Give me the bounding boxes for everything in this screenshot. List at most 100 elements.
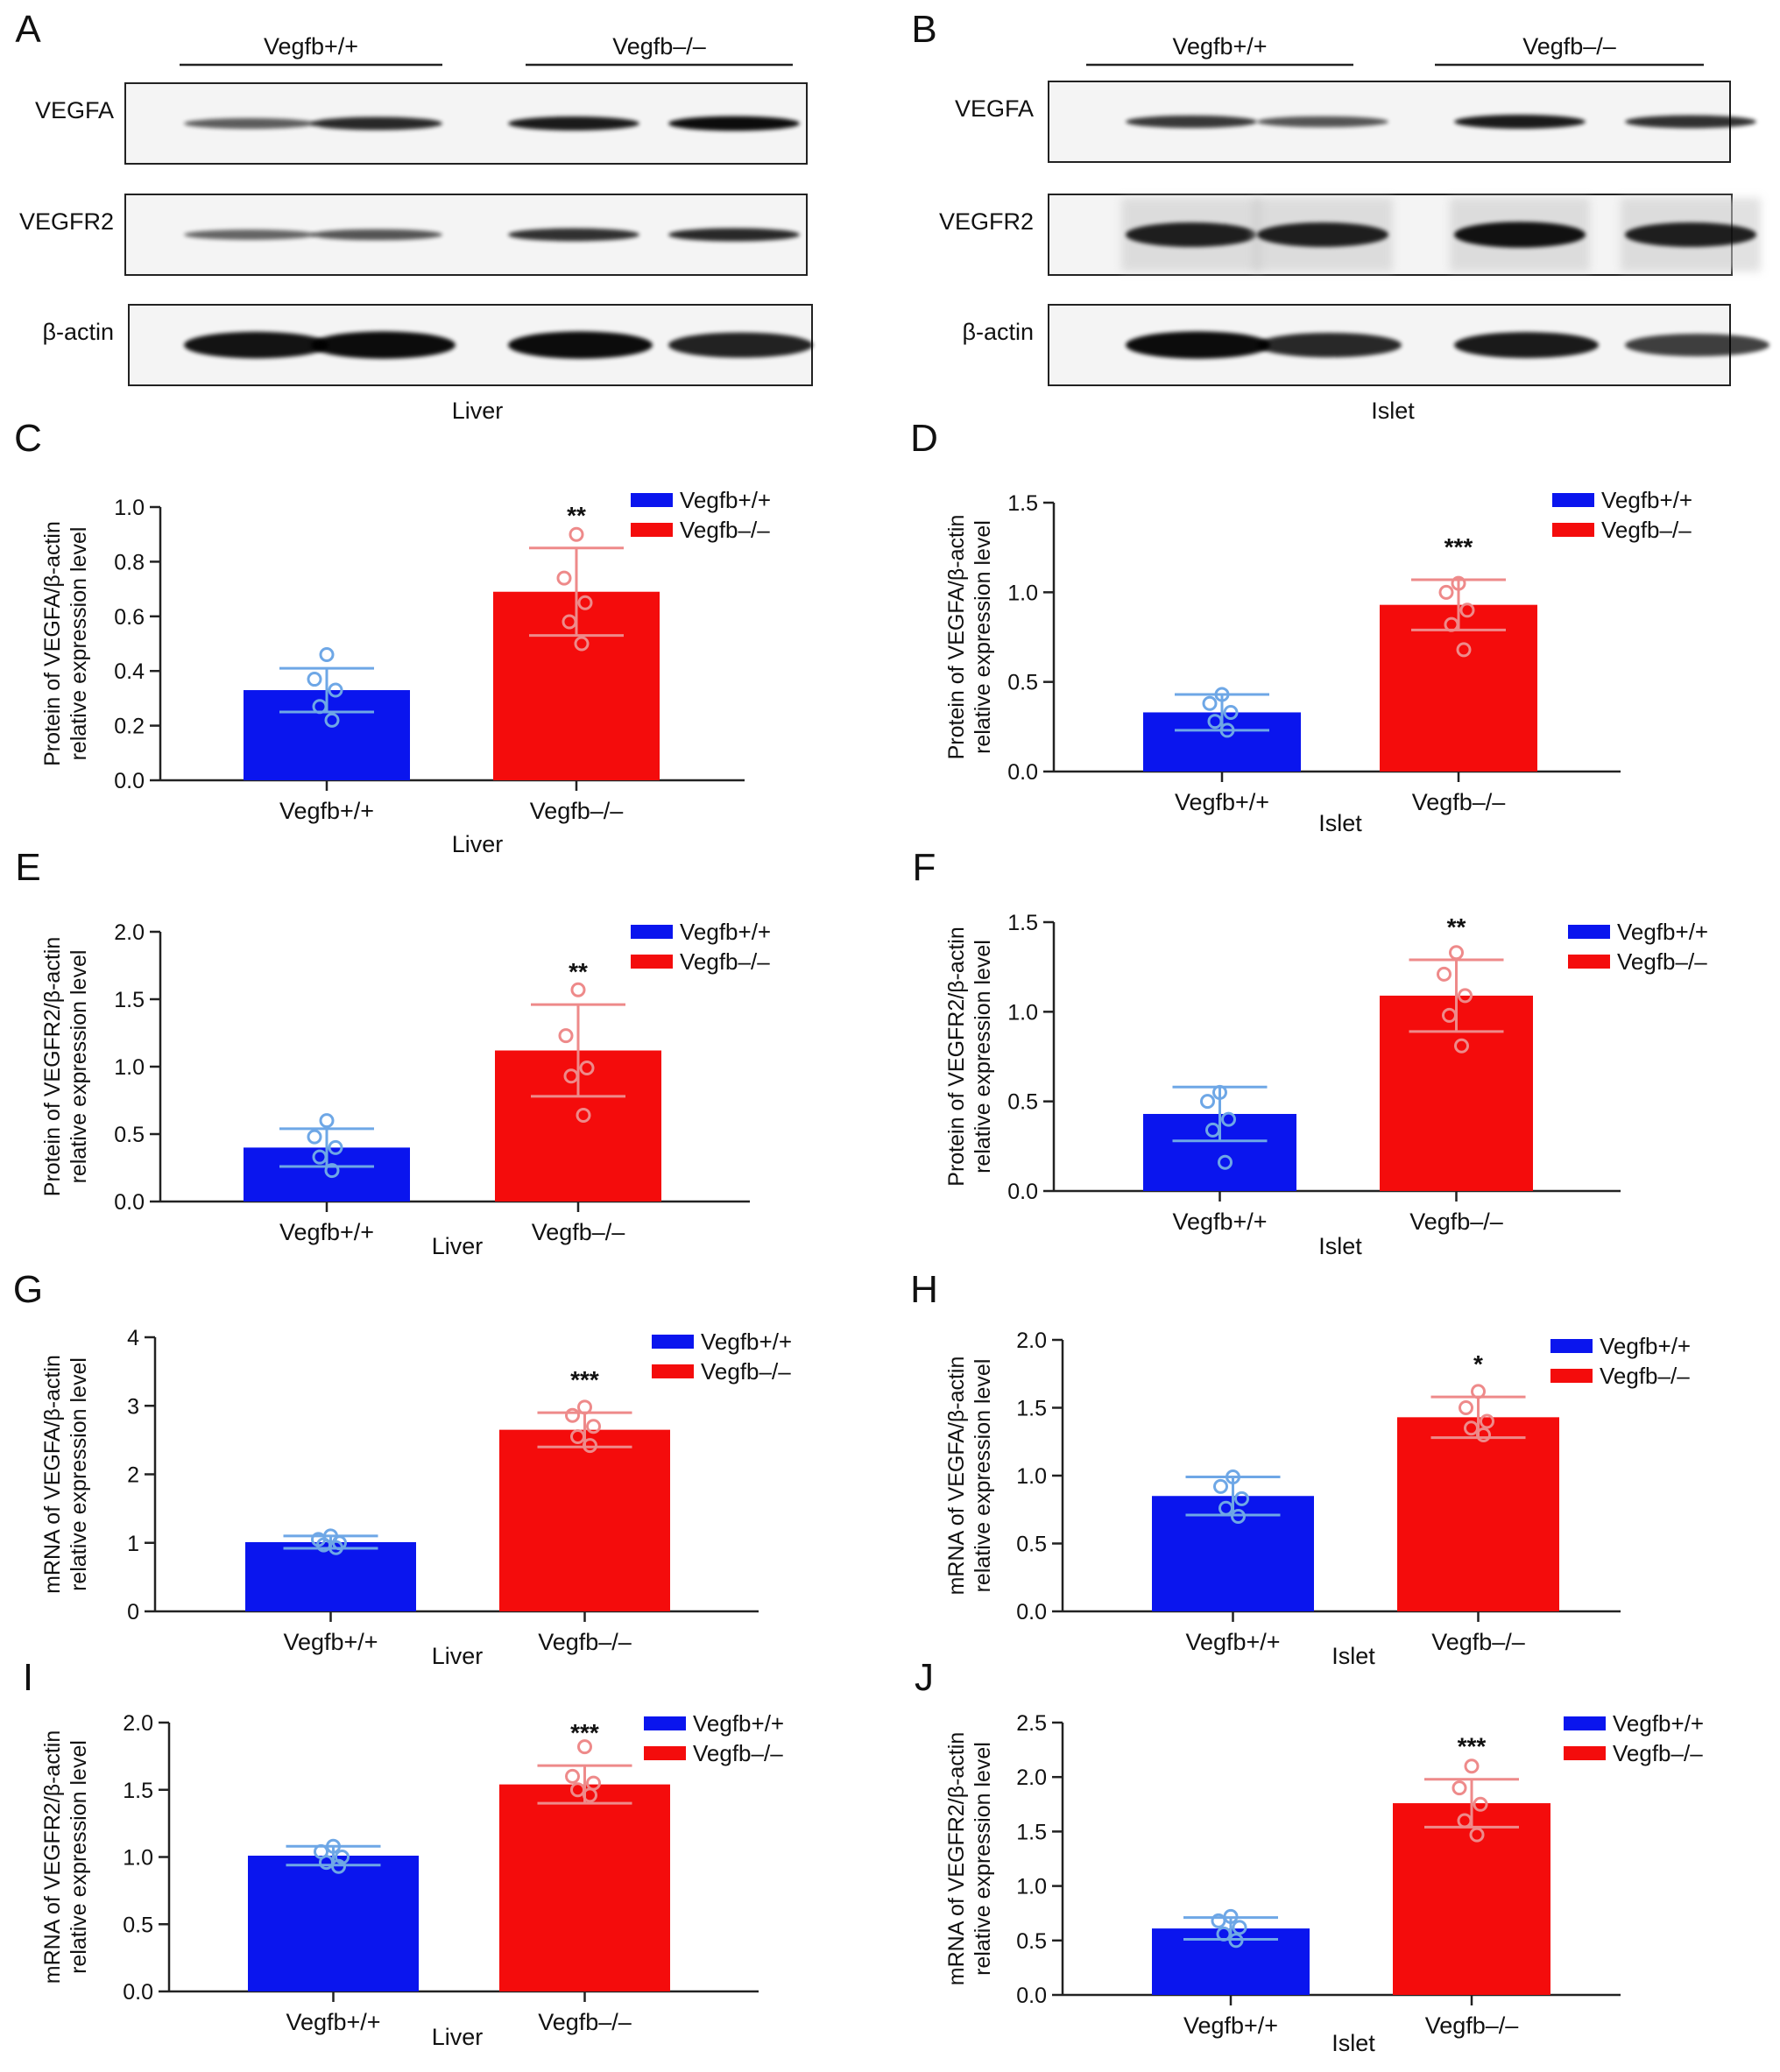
blot-band bbox=[184, 331, 328, 359]
data-point bbox=[1207, 714, 1223, 729]
legend-swatch bbox=[652, 1335, 694, 1349]
data-point bbox=[1442, 1007, 1457, 1023]
data-point bbox=[1459, 1400, 1473, 1415]
legend-swatch bbox=[631, 493, 673, 507]
data-point bbox=[574, 636, 590, 652]
x-tick-label: Vegfb+/+ bbox=[1172, 1209, 1267, 1235]
data-point bbox=[563, 1068, 579, 1084]
legend-swatch bbox=[1568, 955, 1610, 969]
blot-band bbox=[1625, 115, 1756, 129]
data-point bbox=[1228, 1933, 1244, 1949]
x-tick-label: Vegfb–/– bbox=[1425, 2012, 1519, 2039]
blot-panel-b: B Vegfb+/+ Vegfb–/– VEGFA VEGFR2 β-actin Islet bbox=[911, 8, 1769, 424]
y-axis-label: mRNA of VEGFA/β-actin bbox=[944, 1357, 969, 1596]
chart-i: I 0.0 0.5 1.0 1.5 2.0 mRNA of VEGFR2/β-actin re… bbox=[23, 1656, 784, 2050]
data-point bbox=[1216, 1926, 1232, 1942]
data-point bbox=[586, 1419, 601, 1434]
y-tick-label: 1.0 bbox=[1016, 1464, 1047, 1489]
panel-label: I bbox=[23, 1656, 33, 1699]
blot-band bbox=[1257, 222, 1388, 247]
y-tick-label: 1.5 bbox=[114, 988, 145, 1012]
y-axis-label: relative expression level bbox=[971, 1742, 995, 1976]
data-point bbox=[324, 1163, 340, 1179]
data-point bbox=[319, 646, 335, 662]
panel-label: D bbox=[910, 417, 938, 460]
data-point bbox=[1464, 1758, 1480, 1774]
y-tick-label: 0.0 bbox=[114, 769, 145, 793]
y-axis-label: relative expression level bbox=[67, 527, 91, 761]
data-point bbox=[565, 1768, 580, 1784]
chart-e: E 0.0 0.5 1.0 1.5 2.0 Protein of VEGFR2/β-acti… bbox=[15, 846, 771, 1259]
data-point bbox=[1205, 1122, 1220, 1138]
legend-label: Vegfb+/+ bbox=[1600, 1333, 1691, 1359]
blot-band bbox=[508, 116, 639, 130]
data-point bbox=[1234, 1491, 1249, 1506]
blot-band bbox=[1257, 116, 1388, 128]
data-point bbox=[328, 1540, 343, 1555]
y-tick-label: 1.0 bbox=[114, 1055, 145, 1080]
data-point bbox=[1223, 1908, 1239, 1924]
blot-band bbox=[508, 331, 653, 359]
bar-ko bbox=[1397, 1417, 1559, 1611]
data-point bbox=[1459, 603, 1475, 618]
chart-j: J 0.0 0.5 1.0 1.5 2.0 2.5 mRNA of VEGFR2/β-acti… bbox=[915, 1656, 1704, 2056]
y-axis-label: Protein of VEGFA/β-actin bbox=[944, 515, 969, 760]
data-point bbox=[1454, 1038, 1469, 1054]
bar-ko bbox=[1380, 604, 1537, 772]
panel-label: B bbox=[911, 8, 936, 51]
data-point bbox=[1438, 584, 1454, 600]
significance-label: *** bbox=[570, 1719, 599, 1746]
panel-label: E bbox=[15, 846, 40, 889]
y-axis-label: Protein of VEGFA/β-actin bbox=[40, 521, 65, 766]
blot-group-header: Vegfb+/+ bbox=[1172, 33, 1267, 60]
y-tick-label: 0.5 bbox=[1007, 1090, 1038, 1115]
significance-label: ** bbox=[569, 958, 588, 985]
y-axis-label: relative expression level bbox=[971, 940, 995, 1173]
data-point bbox=[1219, 722, 1235, 738]
blot-band bbox=[184, 229, 315, 240]
data-point bbox=[1437, 966, 1452, 982]
y-tick-label: 0 bbox=[127, 1600, 139, 1624]
y-tick-label: 0.5 bbox=[1016, 1929, 1047, 1954]
x-tick-label: Vegfb–/– bbox=[1409, 1209, 1503, 1235]
x-tick-label: Vegfb–/– bbox=[530, 798, 624, 824]
data-point bbox=[331, 1858, 346, 1874]
data-point bbox=[570, 982, 586, 997]
data-point bbox=[577, 1739, 592, 1755]
data-point bbox=[583, 1787, 597, 1803]
blot-panel-a: A Vegfb+/+ Vegfb–/– VEGFA VEGFR2 β-actin Liver bbox=[15, 8, 813, 424]
y-tick-label: 0.5 bbox=[1007, 671, 1038, 695]
legend-label: Vegfb+/+ bbox=[1601, 487, 1692, 513]
legend-swatch bbox=[1552, 493, 1594, 507]
chart-c: C 0.0 0.2 0.4 0.6 0.8 1.0 Protein of VEGFA/β-ac… bbox=[14, 417, 771, 857]
blot-group-header: Vegfb+/+ bbox=[264, 33, 358, 60]
chart-d: D 0.0 0.5 1.0 1.5 Protein of VEGFA/β-actin rel… bbox=[910, 417, 1692, 836]
y-axis-label: relative expression level bbox=[971, 1359, 995, 1593]
x-axis-label: Islet bbox=[1331, 2030, 1375, 2056]
y-tick-label: 0.0 bbox=[123, 1980, 153, 2005]
data-point bbox=[1456, 642, 1472, 658]
data-point bbox=[583, 1438, 597, 1454]
data-point bbox=[307, 1129, 322, 1145]
legend-label: Vegfb–/– bbox=[693, 1740, 783, 1766]
x-tick-label: Vegfb+/+ bbox=[1183, 2012, 1278, 2039]
data-point bbox=[328, 682, 343, 698]
y-tick-label: 1.0 bbox=[1016, 1875, 1047, 1899]
data-point bbox=[577, 1399, 592, 1415]
legend-swatch bbox=[644, 1716, 686, 1730]
panel-label: C bbox=[14, 417, 42, 460]
legend-swatch bbox=[644, 1746, 686, 1760]
blot-row-label: β-actin bbox=[962, 319, 1034, 345]
y-tick-label: 1.0 bbox=[114, 496, 145, 520]
panel-label: J bbox=[915, 1656, 934, 1699]
legend-swatch bbox=[1550, 1369, 1593, 1383]
data-point bbox=[570, 1782, 585, 1798]
y-tick-label: 2.0 bbox=[1016, 1328, 1047, 1353]
blot-band bbox=[1454, 332, 1599, 358]
x-tick-label: Vegfb–/– bbox=[538, 1629, 632, 1655]
y-tick-label: 2.0 bbox=[114, 920, 145, 945]
data-point bbox=[324, 712, 340, 728]
y-tick-label: 1.0 bbox=[1007, 1000, 1038, 1025]
blot-band bbox=[1126, 115, 1257, 129]
blot-group-header: Vegfb–/– bbox=[1522, 33, 1616, 60]
